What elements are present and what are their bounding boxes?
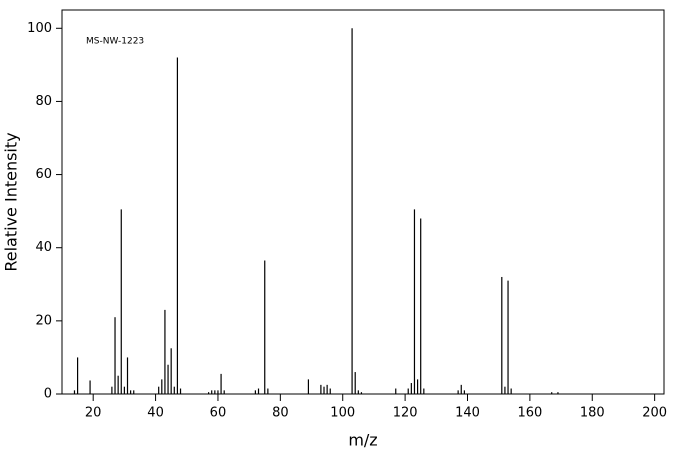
x-tick-label: 20 bbox=[85, 406, 102, 421]
x-tick-label: 180 bbox=[580, 406, 605, 421]
x-tick-label: 80 bbox=[272, 406, 289, 421]
x-tick-label: 40 bbox=[147, 406, 164, 421]
y-axis-label: Relative Intensity bbox=[2, 132, 21, 271]
y-tick-label: 80 bbox=[35, 94, 52, 109]
x-tick-label: 60 bbox=[210, 406, 227, 421]
x-tick-label: 200 bbox=[642, 406, 667, 421]
annotation: MS-NW-1223 bbox=[86, 37, 144, 47]
x-tick-label: 140 bbox=[455, 406, 480, 421]
y-tick-label: 60 bbox=[35, 167, 52, 182]
y-tick-label: 40 bbox=[35, 240, 52, 255]
x-tick-label: 100 bbox=[330, 406, 355, 421]
y-tick-label: 100 bbox=[27, 21, 52, 36]
x-tick-label: 120 bbox=[393, 406, 418, 421]
x-tick-label: 160 bbox=[517, 406, 542, 421]
x-axis-label: m/z bbox=[348, 431, 377, 450]
plot-frame bbox=[61, 9, 665, 395]
y-tick-label: 0 bbox=[44, 387, 52, 402]
y-tick-label: 20 bbox=[35, 313, 52, 328]
